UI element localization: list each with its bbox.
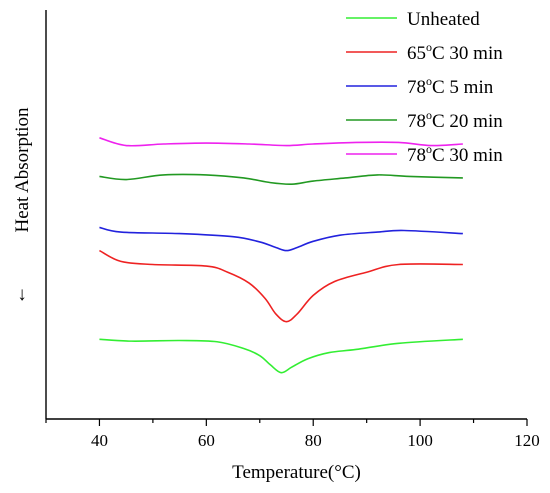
legend-label-text: C 5 min — [432, 77, 494, 98]
y-axis-title: Heat Absorption — [12, 107, 33, 233]
legend-label-text: C 20 min — [432, 111, 503, 132]
y-axis-title-group: Heat Absorption ↓ — [12, 107, 33, 305]
x-tick-label: 100 — [407, 431, 433, 450]
x-axis-title: Temperature(°C) — [232, 462, 361, 483]
y-axis-arrow: ↓ — [17, 284, 27, 305]
series-line-1 — [99, 338, 463, 374]
legend-label-degree: o — [426, 108, 432, 122]
legend-label-text: C 30 min — [432, 43, 503, 64]
legend-label-degree: o — [426, 74, 432, 88]
legend-label-degree: o — [426, 142, 432, 156]
x-tick-label: 80 — [305, 431, 322, 450]
series-line-5 — [99, 137, 463, 147]
legend-label-degree: o — [426, 40, 432, 54]
legend-label-1: Unheated — [407, 9, 480, 30]
legend-label-text: Unheated — [407, 9, 480, 30]
series-line-3 — [99, 226, 463, 252]
legend-label-number: 65 — [407, 43, 426, 64]
x-tick-label: 40 — [91, 431, 108, 450]
x-ticks: 40 60 80 100 120 — [45, 419, 540, 450]
legend-label-5: 78oC 30 min — [407, 142, 503, 166]
legend-label-4: 78oC 20 min — [407, 108, 503, 132]
legend-label-number: 78 — [407, 77, 426, 98]
legend-label-number: 78 — [407, 111, 426, 132]
series-line-4 — [99, 173, 463, 186]
series-layer — [99, 137, 463, 374]
series-line-2 — [99, 249, 463, 323]
x-tick-label: 60 — [198, 431, 215, 450]
legend-label-2: 65oC 30 min — [407, 40, 503, 64]
axes-layer — [45, 10, 527, 420]
x-tick-label: 120 — [514, 431, 540, 450]
legend-label-number: 78 — [407, 145, 426, 166]
legend-label-3: 78oC 5 min — [407, 74, 494, 98]
legend-label-text: C 30 min — [432, 145, 503, 166]
